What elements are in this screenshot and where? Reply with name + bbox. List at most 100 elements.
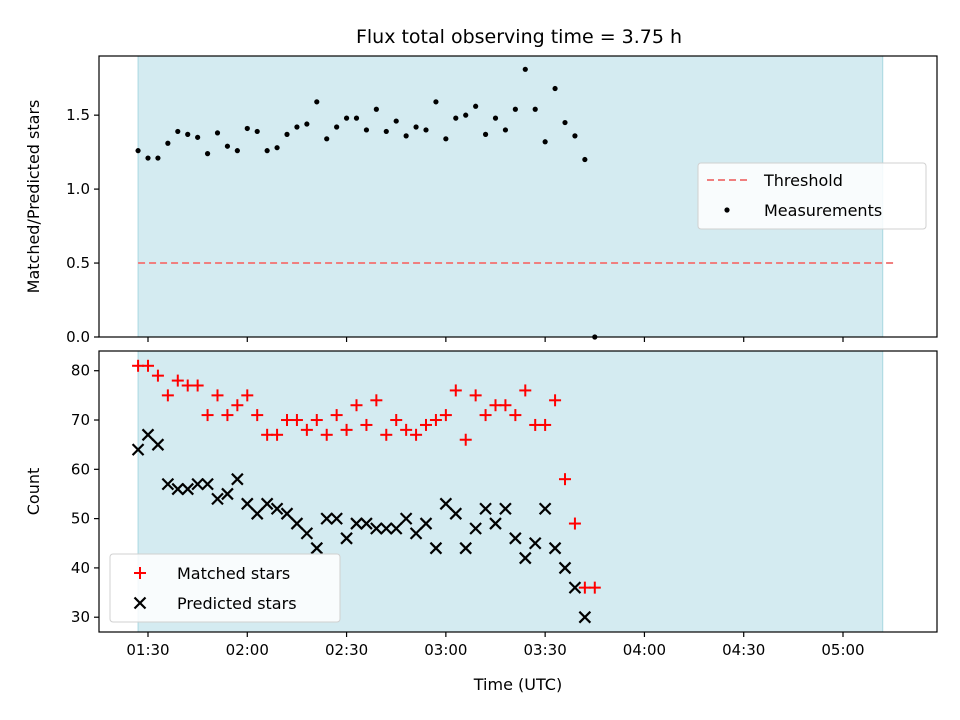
matched-star-point <box>410 428 423 441</box>
predicted-star-point <box>270 502 284 516</box>
predicted-star-point <box>558 561 572 575</box>
measurement-point <box>304 121 310 127</box>
matched-star-point <box>439 409 452 422</box>
predicted-star-point <box>191 477 204 491</box>
predicted-star-point <box>509 532 522 545</box>
y-tick-label: 40 <box>71 559 90 577</box>
y-tick-label: 30 <box>71 608 90 626</box>
predicted-star-point <box>330 512 343 525</box>
measurement-point <box>334 124 340 130</box>
predicted-star-point <box>131 443 145 456</box>
x-tick-label: 03:00 <box>424 641 467 659</box>
measurement-point <box>403 133 409 139</box>
measurement-point <box>264 148 270 154</box>
measurement-point <box>413 124 419 130</box>
matched-star-point <box>509 409 522 422</box>
x-tick-label: 02:00 <box>226 641 269 659</box>
predicted-star-point <box>241 497 254 511</box>
legend: Matched stars Predicted stars <box>109 553 341 623</box>
predicted-star-point <box>499 502 512 516</box>
predicted-star-point <box>320 512 333 525</box>
matched-star-point <box>429 414 442 427</box>
x-tick-label: 05:00 <box>821 641 864 659</box>
matched-star-point <box>290 414 303 427</box>
measurement-point <box>492 115 499 121</box>
matched-star-point <box>151 369 164 382</box>
matched-star-point <box>161 389 174 402</box>
y-tick-label: 80 <box>71 362 90 380</box>
measurement-point <box>433 99 439 105</box>
matched-star-point <box>201 409 214 422</box>
x-tick-label: 02:30 <box>325 641 368 659</box>
y-tick-label: 0.5 <box>66 254 90 272</box>
predicted-star-point <box>250 507 264 520</box>
y-axis-title: Count <box>24 468 43 516</box>
predicted-star-point <box>389 522 403 535</box>
matched-star-point <box>370 394 383 407</box>
measurement-point <box>443 136 449 142</box>
measurement-point <box>155 155 161 161</box>
measurement-point <box>453 115 459 121</box>
predicted-star-point <box>300 527 314 540</box>
measurement-point <box>582 156 588 163</box>
predicted-star-point <box>419 517 433 530</box>
matched-star-point <box>380 428 393 441</box>
matched-star-point <box>142 359 154 372</box>
matched-star-point <box>191 379 204 392</box>
x-tick-label: 01:30 <box>126 641 169 659</box>
y-tick-label: 1.5 <box>66 106 90 124</box>
predicted-star-point <box>439 497 453 511</box>
matched-star-point <box>251 409 264 422</box>
matched-star-point <box>479 409 492 422</box>
matched-star-point <box>549 394 562 407</box>
matched-star-point <box>300 423 313 436</box>
predicted-star-point <box>528 536 542 550</box>
y-tick-label: 70 <box>71 411 90 429</box>
measurement-point <box>393 118 399 124</box>
x-tick-label: 04:30 <box>722 641 765 659</box>
matched-star-point <box>360 418 373 431</box>
matched-star-point <box>271 428 284 441</box>
measurement-point <box>482 131 489 137</box>
matched-star-point <box>499 399 512 412</box>
y-tick-label: 0.0 <box>66 328 90 346</box>
measurement-point <box>473 103 479 109</box>
panel-ratio: 0.0 0.5 1.0 1.5 Matched/Predicted stars Thres… <box>24 55 938 346</box>
x-tick-label: 04:00 <box>623 641 666 659</box>
measurement-point <box>353 115 360 121</box>
measurement-point <box>522 66 528 72</box>
y-tick-label: 60 <box>71 460 90 478</box>
predicted-star-point <box>151 438 165 451</box>
measurement-point <box>383 128 389 135</box>
matched-star-point <box>340 423 353 436</box>
measurement-point <box>145 155 151 161</box>
predicted-star-point <box>538 502 552 516</box>
measurement-point <box>254 128 260 135</box>
predicted-star-point <box>399 512 413 525</box>
measurement-point <box>502 127 509 133</box>
matched-star-point <box>469 389 482 402</box>
matched-star-point <box>330 409 343 422</box>
predicted-star-point <box>469 522 482 535</box>
matched-star-point <box>390 414 403 427</box>
matched-star-point <box>241 389 254 402</box>
measurement-point <box>234 148 240 154</box>
matched-star-point <box>420 418 432 431</box>
measurement-point <box>512 106 518 112</box>
predicted-star-point <box>171 482 185 496</box>
predicted-star-point <box>568 581 582 594</box>
matched-star-point <box>320 428 333 441</box>
measurement-point <box>324 136 330 142</box>
plot-area <box>131 359 601 624</box>
predicted-star-point <box>459 541 472 555</box>
predicted-star-point <box>519 551 532 565</box>
legend-measurement-swatch <box>724 207 730 213</box>
measurement-point <box>274 145 280 151</box>
matched-star-point <box>221 409 234 422</box>
measurement-point <box>165 140 171 146</box>
predicted-star-point <box>221 487 234 501</box>
predicted-star-point <box>231 472 244 486</box>
measurement-point <box>463 112 469 118</box>
measurement-point <box>423 127 429 133</box>
measurement-point <box>224 143 231 149</box>
